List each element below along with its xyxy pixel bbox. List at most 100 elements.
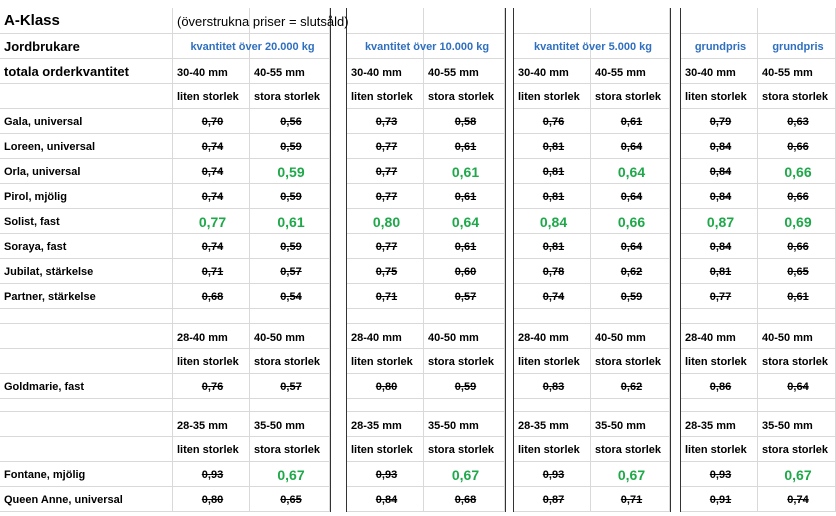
size-range: 28-35 mm	[351, 420, 402, 432]
size-range: 40-55 mm	[428, 67, 479, 79]
cell	[591, 399, 670, 412]
cell	[330, 349, 347, 374]
cell	[514, 437, 591, 462]
cell	[758, 8, 836, 34]
cell	[681, 487, 758, 512]
cell	[514, 324, 591, 349]
price: 0,84	[709, 191, 732, 203]
size-name: liten storlek	[685, 91, 747, 103]
cell	[0, 209, 173, 234]
cell	[514, 234, 591, 259]
cell	[505, 284, 514, 309]
cell	[514, 59, 591, 84]
cell	[505, 412, 514, 437]
cell	[505, 209, 514, 234]
price: 0,66	[617, 214, 646, 230]
price: 0,74	[201, 191, 224, 203]
size-name: stora storlek	[428, 91, 495, 103]
cell	[505, 59, 514, 84]
cell	[670, 109, 681, 134]
cell	[670, 84, 681, 109]
cell	[250, 462, 330, 487]
cell	[173, 109, 250, 134]
cell	[681, 59, 758, 84]
variety-name: Soraya, fast	[4, 241, 67, 253]
price: 0,74	[201, 241, 224, 253]
cell	[424, 412, 505, 437]
cell	[670, 259, 681, 284]
cell	[173, 259, 250, 284]
cell	[591, 412, 670, 437]
cell	[591, 159, 670, 184]
cell	[424, 59, 505, 84]
variety-name: Partner, stärkelse	[4, 291, 96, 303]
cell	[424, 84, 505, 109]
price: 0,69	[784, 214, 812, 230]
cell	[591, 234, 670, 259]
price: 0,57	[454, 291, 477, 303]
cell	[424, 34, 505, 59]
cell	[591, 34, 670, 59]
price: 0,80	[375, 381, 398, 393]
cell	[0, 399, 173, 412]
cell	[347, 159, 424, 184]
size-range: 28-40 mm	[177, 332, 228, 344]
price: 0,91	[709, 494, 732, 506]
cell	[681, 349, 758, 374]
cell	[0, 412, 173, 437]
cell	[347, 184, 424, 209]
cell	[347, 209, 424, 234]
farmer-label: Jordbrukare	[4, 39, 80, 54]
price: 0,87	[542, 494, 565, 506]
cell	[0, 134, 173, 159]
price: 0,64	[451, 214, 480, 230]
cell	[514, 8, 591, 34]
variety-name: Loreen, universal	[4, 141, 96, 153]
price: 0,77	[709, 291, 732, 303]
cell	[173, 59, 250, 84]
price: 0,59	[280, 191, 302, 203]
cell	[681, 184, 758, 209]
cell	[514, 84, 591, 109]
cell	[173, 8, 250, 34]
size-name: liten storlek	[685, 444, 747, 456]
price: 0,64	[620, 241, 643, 253]
cell	[347, 487, 424, 512]
cell	[0, 309, 173, 324]
price: 0,80	[372, 214, 401, 230]
variety-name: Queen Anne, universal	[4, 494, 123, 506]
cell	[330, 159, 347, 184]
variety-name: Gala, universal	[4, 116, 83, 128]
price: 0,62	[620, 381, 643, 393]
tier-header: kvantitet över 10.000 kg	[364, 41, 490, 53]
price: 0,61	[787, 291, 809, 303]
cell	[347, 8, 424, 34]
cell	[424, 184, 505, 209]
price: 0,61	[454, 191, 477, 203]
cell	[424, 399, 505, 412]
cell	[173, 324, 250, 349]
cell	[347, 412, 424, 437]
cell	[681, 8, 758, 34]
cell	[681, 412, 758, 437]
cell	[505, 184, 514, 209]
cell	[250, 84, 330, 109]
cell	[670, 437, 681, 462]
cell	[670, 159, 681, 184]
cell	[330, 324, 347, 349]
tier-header: kvantitet över 20.000 kg	[190, 41, 315, 53]
cell	[505, 349, 514, 374]
cell	[173, 159, 250, 184]
cell	[330, 284, 347, 309]
cell	[347, 324, 424, 349]
variety-name: Jubilat, stärkelse	[4, 266, 94, 278]
size-name: stora storlek	[428, 444, 495, 456]
cell	[173, 284, 250, 309]
cell	[670, 374, 681, 399]
cell	[347, 374, 424, 399]
cell	[250, 324, 330, 349]
price: 0,54	[280, 291, 302, 303]
price: 0,93	[542, 469, 565, 481]
price: 0,80	[201, 494, 224, 506]
size-name: liten storlek	[177, 91, 239, 103]
